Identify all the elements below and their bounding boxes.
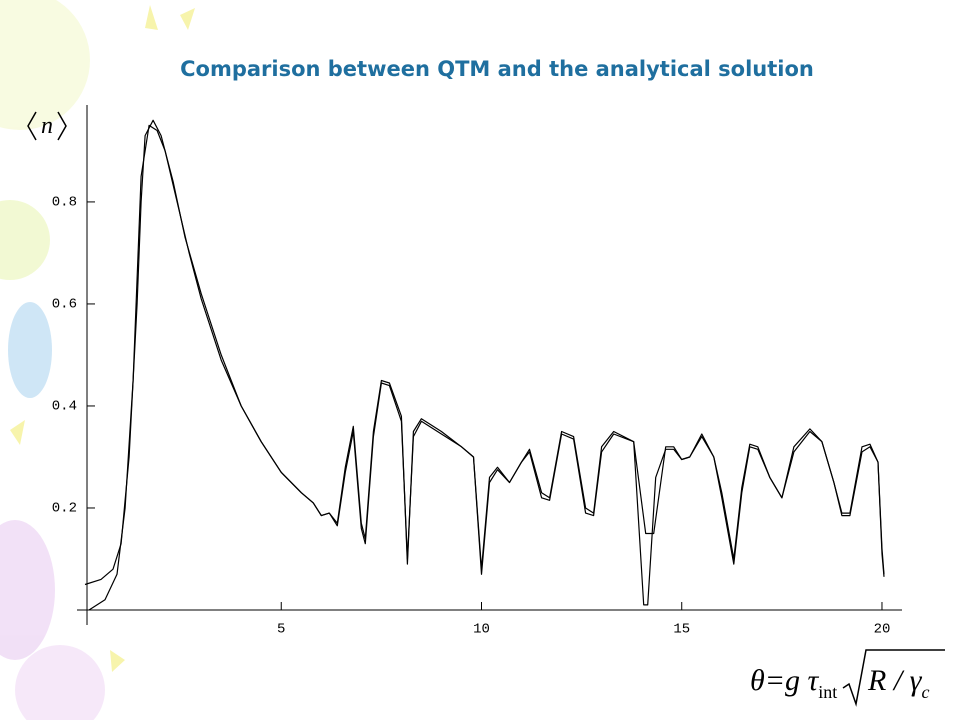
x-tick-label: 15 (673, 622, 690, 638)
x-label-part: θ=g τ (750, 664, 819, 697)
x-label-sub: int (818, 682, 837, 702)
x-tick-label: 20 (874, 622, 891, 638)
line-series (84, 119, 885, 586)
x-tick-label: 10 (473, 622, 490, 638)
x-label-root: R / γc (867, 664, 929, 702)
x-label-sub: c (921, 682, 929, 702)
x-label-part: R / γ (867, 664, 923, 697)
plot: 5 10 15 20 0.2 0.4 0.6 0.8 (52, 105, 902, 638)
y-tick-label: 0.6 (52, 297, 77, 313)
line-series (88, 124, 885, 611)
y-label-text: n (41, 113, 53, 139)
angle-brackets (27, 111, 67, 141)
y-tick-label: 0.2 (52, 501, 77, 517)
x-tick-label: 5 (277, 622, 285, 638)
chart-title: Comparison between QTM and the analytica… (180, 57, 814, 81)
y-tick-label: 0.8 (52, 195, 77, 211)
y-tick-label: 0.4 (52, 399, 77, 415)
decoration (0, 0, 195, 720)
x-axis-label: θ=g τint R / γc (750, 649, 945, 707)
y-axis-label: n (27, 111, 67, 141)
root-sign (842, 649, 945, 707)
x-label-main: θ=g τint (750, 664, 837, 702)
